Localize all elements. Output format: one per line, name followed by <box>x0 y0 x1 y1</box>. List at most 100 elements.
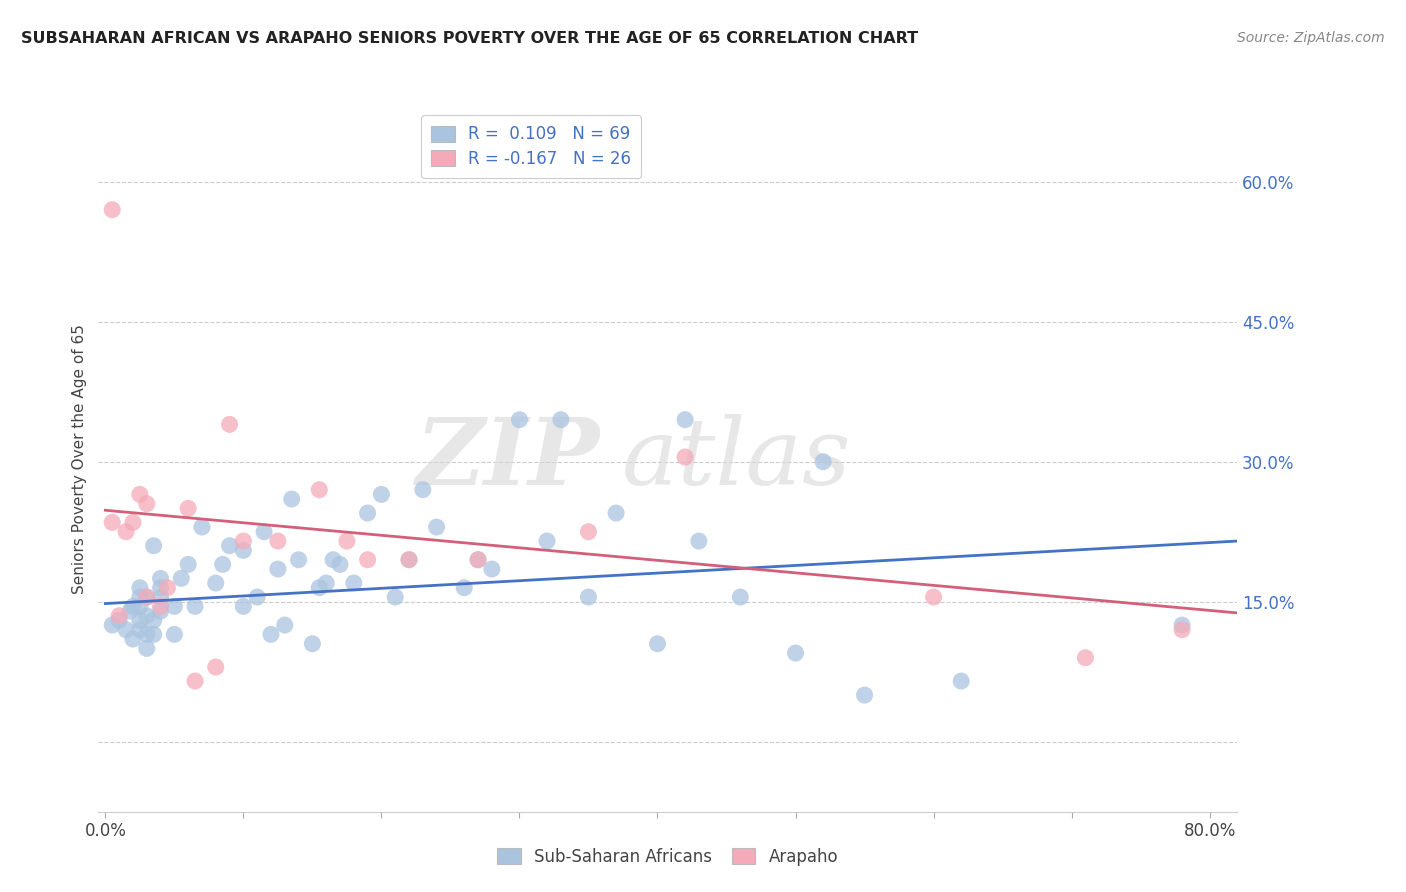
Point <box>128 599 150 614</box>
Point <box>156 581 179 595</box>
Point <box>308 581 330 595</box>
Point <box>426 520 449 534</box>
Point <box>170 571 193 585</box>
Point <box>163 599 186 614</box>
Text: ZIP: ZIP <box>415 415 599 504</box>
Point <box>232 599 254 614</box>
Point <box>287 552 309 566</box>
Point <box>142 613 165 627</box>
Point <box>343 576 366 591</box>
Point <box>267 562 290 576</box>
Point <box>274 618 297 632</box>
Point <box>922 590 945 604</box>
Point <box>120 604 142 618</box>
Point <box>605 506 627 520</box>
Point <box>578 590 600 604</box>
Legend: Sub-Saharan Africans, Arapaho: Sub-Saharan Africans, Arapaho <box>489 839 846 874</box>
Point <box>204 660 226 674</box>
Point <box>384 590 406 604</box>
Point <box>301 637 323 651</box>
Point <box>467 552 489 566</box>
Point <box>128 581 150 595</box>
Point <box>101 202 124 217</box>
Point <box>811 455 834 469</box>
Text: SUBSAHARAN AFRICAN VS ARAPAHO SENIORS POVERTY OVER THE AGE OF 65 CORRELATION CHA: SUBSAHARAN AFRICAN VS ARAPAHO SENIORS PO… <box>21 31 918 46</box>
Point <box>149 571 172 585</box>
Point <box>135 641 157 656</box>
Point <box>184 599 207 614</box>
Point <box>308 483 330 497</box>
Point <box>149 590 172 604</box>
Point <box>218 417 240 432</box>
Point <box>149 599 172 614</box>
Point <box>673 413 696 427</box>
Point <box>688 534 710 549</box>
Point <box>135 608 157 623</box>
Point <box>101 618 124 632</box>
Point <box>135 590 157 604</box>
Point <box>536 534 558 549</box>
Point <box>246 590 269 604</box>
Point <box>122 516 145 530</box>
Point <box>260 627 283 641</box>
Point <box>481 562 503 576</box>
Point <box>122 599 145 614</box>
Point <box>370 487 392 501</box>
Point <box>218 539 240 553</box>
Point <box>785 646 807 660</box>
Point <box>204 576 226 591</box>
Point <box>1171 623 1194 637</box>
Point <box>673 450 696 464</box>
Point <box>177 501 200 516</box>
Point <box>163 627 186 641</box>
Point <box>647 637 669 651</box>
Point <box>853 688 876 702</box>
Text: Source: ZipAtlas.com: Source: ZipAtlas.com <box>1237 31 1385 45</box>
Point <box>253 524 276 539</box>
Point <box>128 623 150 637</box>
Point <box>184 674 207 689</box>
Point <box>730 590 752 604</box>
Point <box>115 623 138 637</box>
Point <box>412 483 434 497</box>
Point <box>211 558 233 572</box>
Point <box>550 413 572 427</box>
Point <box>135 627 157 641</box>
Y-axis label: Seniors Poverty Over the Age of 65: Seniors Poverty Over the Age of 65 <box>72 325 87 594</box>
Point <box>115 524 138 539</box>
Point <box>232 543 254 558</box>
Point <box>1074 650 1097 665</box>
Point <box>280 491 302 506</box>
Point <box>336 534 359 549</box>
Point <box>315 576 337 591</box>
Point <box>149 604 172 618</box>
Point <box>128 613 150 627</box>
Point <box>508 413 530 427</box>
Point <box>142 539 165 553</box>
Text: atlas: atlas <box>623 415 852 504</box>
Point <box>398 552 420 566</box>
Point <box>1171 618 1194 632</box>
Point <box>232 534 254 549</box>
Point <box>356 552 378 566</box>
Point <box>950 674 973 689</box>
Point <box>356 506 378 520</box>
Point <box>191 520 214 534</box>
Point <box>122 632 145 646</box>
Point <box>135 497 157 511</box>
Point <box>578 524 600 539</box>
Point <box>128 590 150 604</box>
Point <box>108 608 131 623</box>
Point <box>398 552 420 566</box>
Point <box>101 516 124 530</box>
Point <box>128 487 150 501</box>
Point <box>149 581 172 595</box>
Point <box>142 627 165 641</box>
Point <box>322 552 344 566</box>
Point <box>267 534 290 549</box>
Point <box>135 590 157 604</box>
Point <box>329 558 352 572</box>
Point <box>467 552 489 566</box>
Point <box>177 558 200 572</box>
Point <box>453 581 475 595</box>
